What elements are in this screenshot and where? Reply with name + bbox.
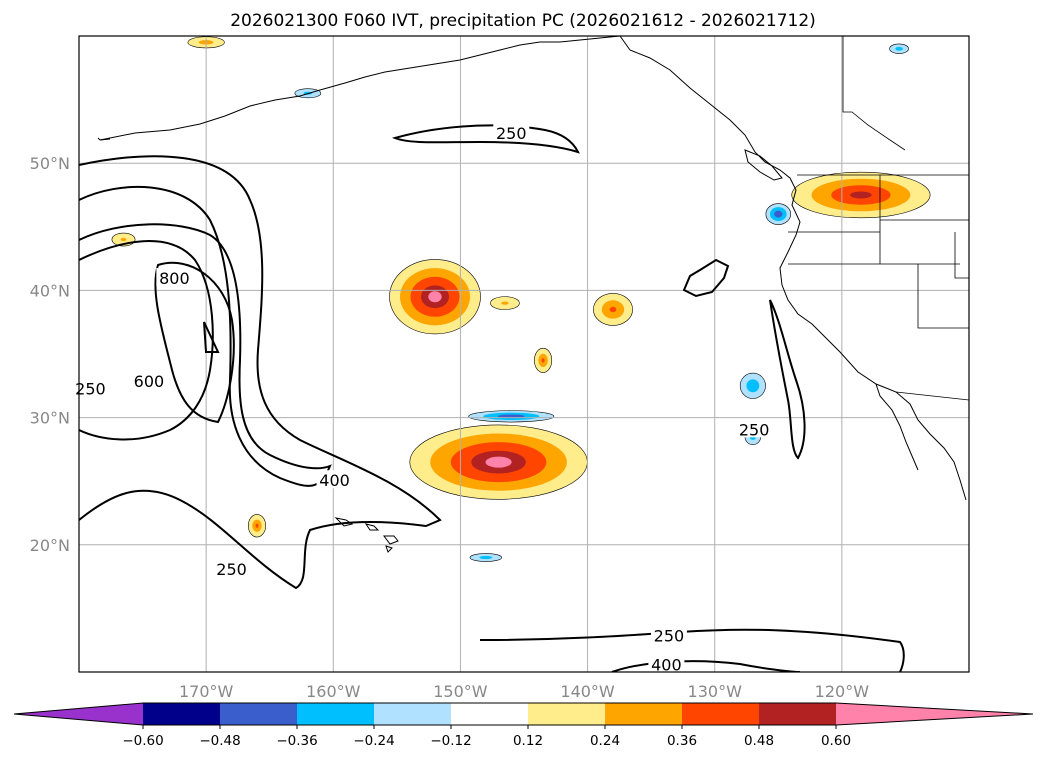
political-borders bbox=[788, 36, 969, 401]
precip-pnw-coast-level-3 bbox=[850, 191, 872, 199]
colorbar: −0.60 −0.48 −0.36 −0.24 −0.12 0.12 0.24 0.36 0.4… bbox=[13, 702, 1034, 749]
ivt-contour-baja bbox=[769, 299, 806, 460]
colorbar-tick-label-6: 0.24 bbox=[590, 733, 620, 749]
coastline-vancouver-island bbox=[744, 149, 783, 181]
precip-north-blue-level-1 bbox=[895, 46, 903, 51]
ivt-contour-250-south bbox=[479, 628, 905, 672]
colorbar-extend-low bbox=[14, 703, 143, 725]
lat-tick-label-0: 20°N bbox=[30, 536, 70, 555]
ivt-label-bg-8 bbox=[736, 419, 773, 438]
colorbar-tick-label-0: −0.60 bbox=[122, 733, 163, 749]
ivt-contour-250-west bbox=[79, 155, 442, 590]
coastline-aleutians bbox=[97, 137, 111, 141]
colorbar-segment-4 bbox=[374, 703, 452, 725]
precip-thin-streak-level-1 bbox=[501, 301, 509, 305]
lat-tick-label-2: 40°N bbox=[30, 281, 70, 300]
colorbar-tick-label-3: −0.24 bbox=[353, 733, 394, 749]
ivt-label-bg-4 bbox=[316, 470, 353, 489]
ivt-label-0: 250 bbox=[496, 124, 527, 143]
ivt-contour-600-west bbox=[79, 240, 214, 441]
precip-small-south-level-2 bbox=[541, 358, 545, 363]
precip-hawaii-ne-level-4 bbox=[485, 456, 512, 468]
ivt-contour-coast bbox=[682, 258, 730, 298]
precipitation-layer bbox=[111, 36, 931, 562]
ivt-contour-250-north bbox=[391, 124, 580, 154]
colorbar-tick-label-4: −0.12 bbox=[430, 733, 471, 749]
ivt-label-5: 250 bbox=[216, 560, 247, 579]
coastlines bbox=[97, 36, 967, 553]
ivt-contours bbox=[79, 124, 905, 672]
chart-title: 2026021300 F060 IVT, precipitation PC (2… bbox=[230, 11, 816, 31]
colorbar-segment-9 bbox=[759, 703, 837, 725]
ivt-label-bg-0 bbox=[493, 122, 530, 141]
colorbar-tick-label-1: −0.48 bbox=[199, 733, 240, 749]
map-frame bbox=[78, 35, 970, 673]
coastline-baja bbox=[875, 383, 919, 471]
ivt-contour-800-inner bbox=[203, 321, 220, 353]
axis-labels: 170°W 160°W 150°W 140°W 130°W 120°W 20°N 30°N 40… bbox=[30, 154, 870, 701]
colorbar-tick-label-7: 0.36 bbox=[667, 733, 697, 749]
ivt-contour-400-south bbox=[611, 660, 801, 672]
coastline-alaska bbox=[99, 36, 621, 141]
lat-tick-label-1: 30°N bbox=[30, 409, 70, 428]
colorbar-segment-8 bbox=[682, 703, 760, 725]
ivt-contour-labels: 250 800 600 250 400 250 250 400 250 bbox=[72, 122, 773, 675]
lon-tick-label-1: 160°W bbox=[306, 682, 361, 701]
colorbar-extend-high bbox=[836, 703, 1033, 725]
precip-coast-blue-level-2 bbox=[774, 210, 783, 218]
ivt-label-bg-5 bbox=[213, 559, 250, 578]
precip-mid-pacific-streak-level-2 bbox=[609, 306, 617, 313]
precip-west-dateline-level-1 bbox=[120, 237, 127, 242]
ivt-label-bg-6 bbox=[650, 625, 687, 644]
border-us-mexico bbox=[895, 391, 969, 401]
colorbar-segment-3 bbox=[297, 703, 375, 725]
lon-tick-label-2: 150°W bbox=[433, 682, 488, 701]
colorbar-tick-label-2: −0.36 bbox=[276, 733, 317, 749]
ivt-label-1: 800 bbox=[159, 269, 190, 288]
coastline-hawaii bbox=[334, 517, 399, 553]
colorbar-tick-label-5: 0.12 bbox=[513, 733, 543, 749]
colorbar-segment-1 bbox=[143, 703, 221, 725]
lat-tick-label-3: 50°N bbox=[30, 154, 70, 173]
colorbar-tick-label-9: 0.60 bbox=[821, 733, 851, 749]
ivt-label-8: 250 bbox=[739, 420, 770, 439]
ivt-label-2: 600 bbox=[134, 372, 165, 391]
lon-tick-label-0: 170°W bbox=[179, 682, 234, 701]
coastline-british-columbia bbox=[619, 36, 967, 501]
precip-mid-pacific-north-level-4 bbox=[428, 291, 442, 303]
ivt-label-bg-3 bbox=[72, 378, 109, 397]
precip-south-west-level-2 bbox=[255, 523, 259, 528]
ivt-contour-800-west bbox=[154, 261, 235, 424]
ivt-label-7: 400 bbox=[651, 656, 682, 675]
colorbar-segment-2 bbox=[220, 703, 298, 725]
colorbar-tick-label-8: 0.48 bbox=[744, 733, 774, 749]
precip-ne-pacific-blue-level-1 bbox=[746, 379, 760, 393]
ivt-label-3: 250 bbox=[75, 380, 106, 399]
lon-tick-label-5: 120°W bbox=[815, 682, 870, 701]
colorbar-segment-6 bbox=[528, 703, 606, 725]
ivt-contour-400-west bbox=[79, 185, 332, 487]
ivt-label-4: 400 bbox=[319, 471, 350, 490]
border-alaska-canada bbox=[842, 36, 906, 151]
ivt-label-bg-1 bbox=[156, 267, 193, 286]
border-us-states bbox=[788, 175, 969, 329]
ivt-label-bg-7 bbox=[648, 654, 685, 673]
lon-tick-label-4: 130°W bbox=[688, 682, 743, 701]
graticule bbox=[79, 36, 969, 672]
colorbar-segment-7 bbox=[605, 703, 683, 725]
ivt-label-bg-2 bbox=[130, 370, 167, 389]
colorbar-segment-5 bbox=[451, 703, 529, 725]
lon-tick-label-3: 140°W bbox=[560, 682, 615, 701]
ivt-label-6: 250 bbox=[654, 626, 685, 645]
precip-hawaii-blue-level-1 bbox=[479, 555, 493, 560]
